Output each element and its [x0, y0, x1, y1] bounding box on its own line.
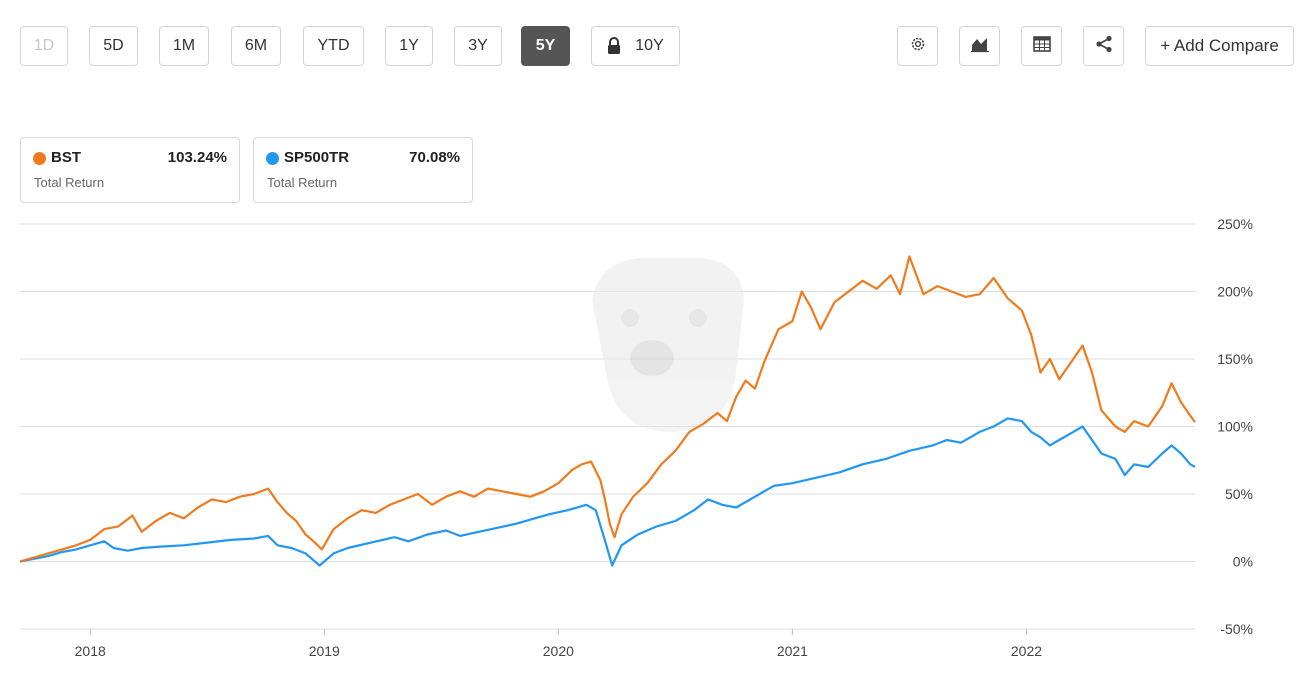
range-label: 6M: [244, 37, 268, 54]
table-button[interactable]: [1021, 26, 1062, 66]
chart-type-icon: [970, 35, 990, 58]
range-button-ytd[interactable]: YTD: [303, 26, 364, 66]
series-line-sp500tr: [19, 417, 1196, 567]
settings-button[interactable]: [897, 26, 938, 66]
range-label: 1D: [33, 37, 55, 54]
share-button[interactable]: [1083, 26, 1124, 66]
range-button-6m[interactable]: 6M: [231, 26, 281, 66]
legend-ticker: SP500TR: [284, 149, 350, 166]
range-label: 1Y: [399, 37, 419, 54]
range-button-3y[interactable]: 3Y: [454, 26, 502, 66]
range-label: 5Y: [535, 37, 556, 54]
add-compare-button[interactable]: + Add Compare: [1145, 26, 1294, 66]
y-tick-label: 50%: [1225, 486, 1253, 502]
range-button-1y[interactable]: 1Y: [385, 26, 433, 66]
range-label: 10Y: [635, 37, 664, 54]
range-label: 1M: [172, 37, 196, 54]
legend-value: 103.24%: [167, 149, 227, 166]
legend-subtitle: Total Return: [34, 175, 105, 190]
y-tick-label: -50%: [1220, 621, 1253, 637]
y-tick-label: 0%: [1233, 554, 1253, 570]
range-button-5d[interactable]: 5D: [89, 26, 138, 66]
y-tick-label: 250%: [1217, 216, 1253, 232]
lock-icon: [607, 37, 621, 55]
series-line-bst: [19, 255, 1196, 563]
share-icon: [1094, 35, 1114, 58]
range-label: YTD: [317, 37, 350, 54]
legend-item-sp500tr[interactable]: SP500TR 70.08% Total Return: [253, 137, 473, 203]
legend-subtitle: Total Return: [267, 175, 338, 190]
gear-icon: [909, 35, 927, 58]
x-tick-label: 2018: [75, 643, 106, 659]
x-tick-label: 2021: [777, 643, 808, 659]
x-tick-label: 2022: [1011, 643, 1042, 659]
legend-value: 70.08%: [409, 149, 460, 166]
range-button-10y[interactable]: 10Y: [591, 26, 680, 66]
range-button-1d: 1D: [20, 26, 68, 66]
table-icon: [1032, 35, 1051, 57]
series-color-dot: [266, 152, 279, 165]
watermark-image: [592, 258, 744, 432]
range-button-1m[interactable]: 1M: [159, 26, 209, 66]
chart-type-button[interactable]: [959, 26, 1000, 66]
legend-item-bst[interactable]: BST 103.24% Total Return: [20, 137, 240, 203]
add-compare-label: + Add Compare: [1160, 36, 1279, 55]
x-tick-label: 2019: [309, 643, 340, 659]
range-label: 5D: [103, 37, 124, 54]
series-color-dot: [33, 152, 46, 165]
x-tick-label: 2020: [543, 643, 574, 659]
legend-ticker: BST: [51, 149, 81, 166]
y-tick-label: 150%: [1217, 351, 1253, 367]
y-tick-label: 100%: [1217, 419, 1253, 435]
y-tick-label: 200%: [1217, 284, 1253, 300]
range-button-5y[interactable]: 5Y: [521, 26, 570, 66]
range-label: 3Y: [468, 37, 488, 54]
